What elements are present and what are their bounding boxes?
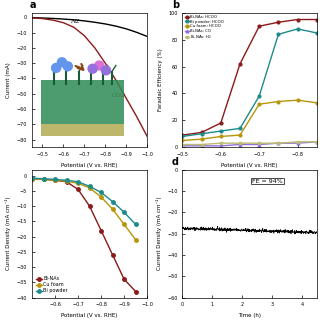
X-axis label: Potential (V vs. RHE): Potential (V vs. RHE) bbox=[221, 163, 278, 168]
Line: Bi-NAs: H$_2$: Bi-NAs: H$_2$ bbox=[181, 140, 318, 146]
X-axis label: Time (h): Time (h) bbox=[238, 313, 261, 318]
Bi powder bbox=[111, 200, 115, 204]
Bi-NAs: CO: (-0.65, 2): CO: (-0.65, 2) bbox=[238, 143, 242, 147]
Bi powder bbox=[42, 177, 45, 181]
Bi-NAs bbox=[111, 253, 115, 257]
Bi-NAs: HCOO: (-0.55, 11): HCOO: (-0.55, 11) bbox=[200, 131, 204, 134]
Bi powder: HCOO: (-0.7, 38): HCOO: (-0.7, 38) bbox=[257, 94, 261, 98]
Cu foam bbox=[65, 179, 68, 183]
Bi-NAs: H$_2$: (-0.85, 4): H$_2$: (-0.85, 4) bbox=[315, 140, 319, 144]
Line: Cu foam: HCOO: Cu foam: HCOO bbox=[181, 99, 318, 142]
Bi powder: HCOO: (-0.6, 12): HCOO: (-0.6, 12) bbox=[219, 129, 223, 133]
Bi-NAs: H$_2$: (-0.8, 4): H$_2$: (-0.8, 4) bbox=[296, 140, 300, 144]
Bi-NAs bbox=[134, 290, 138, 293]
Bi-NAs bbox=[76, 188, 80, 191]
Y-axis label: Faradaic Efficiency (%): Faradaic Efficiency (%) bbox=[158, 49, 163, 111]
Bi-NAs: HCOO: (-0.65, 62): HCOO: (-0.65, 62) bbox=[238, 62, 242, 66]
Text: d: d bbox=[172, 157, 179, 167]
Bi powder: HCOO: (-0.75, 84): HCOO: (-0.75, 84) bbox=[276, 32, 280, 36]
Bi-NAs: CO: (-0.75, 3): CO: (-0.75, 3) bbox=[276, 141, 280, 145]
Bi powder bbox=[53, 177, 57, 181]
Bi-NAs: HCOO: (-0.8, 95): HCOO: (-0.8, 95) bbox=[296, 18, 300, 21]
Cu foam: HCOO: (-0.5, 5): HCOO: (-0.5, 5) bbox=[180, 139, 184, 142]
Legend: Bi-NAs, Cu foam, Bi powder: Bi-NAs, Cu foam, Bi powder bbox=[35, 274, 70, 295]
Text: N2: N2 bbox=[70, 20, 79, 25]
X-axis label: Potential (V vs. RHE): Potential (V vs. RHE) bbox=[61, 313, 118, 318]
Text: CO2: CO2 bbox=[112, 93, 125, 98]
Line: Bi powder: HCOO: Bi powder: HCOO bbox=[181, 28, 318, 138]
Cu foam bbox=[122, 222, 126, 226]
Bi powder bbox=[134, 222, 138, 226]
Bi-NAs bbox=[88, 204, 92, 208]
Bi powder: HCOO: (-0.65, 14): HCOO: (-0.65, 14) bbox=[238, 126, 242, 130]
Cu foam: HCOO: (-0.8, 35): HCOO: (-0.8, 35) bbox=[296, 98, 300, 102]
Bi powder bbox=[88, 184, 92, 188]
Bi-NAs: HCOO: (-0.5, 9): HCOO: (-0.5, 9) bbox=[180, 133, 184, 137]
Line: Bi powder: Bi powder bbox=[30, 176, 137, 226]
Bi-NAs bbox=[42, 177, 45, 181]
Bi powder: HCOO: (-0.85, 85): HCOO: (-0.85, 85) bbox=[315, 31, 319, 35]
Bi-NAs: HCOO: (-0.7, 90): HCOO: (-0.7, 90) bbox=[257, 24, 261, 28]
Cu foam: HCOO: (-0.75, 34): HCOO: (-0.75, 34) bbox=[276, 100, 280, 103]
Cu foam: HCOO: (-0.65, 9): HCOO: (-0.65, 9) bbox=[238, 133, 242, 137]
Bi powder: HCOO: (-0.55, 10): HCOO: (-0.55, 10) bbox=[200, 132, 204, 136]
Cu foam: HCOO: (-0.6, 8): HCOO: (-0.6, 8) bbox=[219, 134, 223, 138]
Bi-NAs: HCOO: (-0.6, 18): HCOO: (-0.6, 18) bbox=[219, 121, 223, 125]
Bi-NAs bbox=[53, 178, 57, 182]
Bi-NAs: CO: (-0.5, 1): CO: (-0.5, 1) bbox=[180, 144, 184, 148]
Line: Bi-NAs: HCOO: Bi-NAs: HCOO bbox=[181, 18, 318, 137]
Bi powder bbox=[65, 178, 68, 182]
Cu foam bbox=[88, 186, 92, 190]
Bi-NAs bbox=[30, 177, 34, 181]
Text: FE = 94%: FE = 94% bbox=[252, 179, 283, 184]
Cu foam bbox=[76, 181, 80, 185]
Bi-NAs: H$_2$: (-0.6, 3): H$_2$: (-0.6, 3) bbox=[219, 141, 223, 145]
Bi-NAs: CO: (-0.7, 2): CO: (-0.7, 2) bbox=[257, 143, 261, 147]
Line: Bi-NAs: Bi-NAs bbox=[30, 177, 137, 293]
Bi-NAs bbox=[65, 180, 68, 184]
Bi powder bbox=[30, 176, 34, 180]
Bi-NAs: HCOO: (-0.85, 95): HCOO: (-0.85, 95) bbox=[315, 18, 319, 21]
Cu foam: HCOO: (-0.85, 33): HCOO: (-0.85, 33) bbox=[315, 101, 319, 105]
Bi-NAs bbox=[99, 228, 103, 232]
Line: Bi-NAs: CO: Bi-NAs: CO bbox=[181, 140, 318, 147]
Bi-NAs: CO: (-0.8, 3): CO: (-0.8, 3) bbox=[296, 141, 300, 145]
Bi-NAs: H$_2$: (-0.65, 3): H$_2$: (-0.65, 3) bbox=[238, 141, 242, 145]
Bi-NAs: HCOO: (-0.75, 93): HCOO: (-0.75, 93) bbox=[276, 20, 280, 24]
Bi-NAs: H$_2$: (-0.5, 2): H$_2$: (-0.5, 2) bbox=[180, 143, 184, 147]
Bi-NAs: CO: (-0.6, 1): CO: (-0.6, 1) bbox=[219, 144, 223, 148]
Bi powder: HCOO: (-0.5, 8): HCOO: (-0.5, 8) bbox=[180, 134, 184, 138]
Cu foam bbox=[99, 195, 103, 199]
Bi powder: HCOO: (-0.8, 88): HCOO: (-0.8, 88) bbox=[296, 27, 300, 31]
Text: a: a bbox=[30, 0, 36, 10]
Cu foam bbox=[53, 178, 57, 182]
Cu foam bbox=[42, 177, 45, 181]
Text: b: b bbox=[172, 0, 179, 10]
Cu foam: HCOO: (-0.55, 6): HCOO: (-0.55, 6) bbox=[200, 137, 204, 141]
Bi-NAs: H$_2$: (-0.7, 3): H$_2$: (-0.7, 3) bbox=[257, 141, 261, 145]
Y-axis label: Current (mA): Current (mA) bbox=[6, 62, 11, 98]
Bi powder bbox=[122, 210, 126, 214]
Line: Cu foam: Cu foam bbox=[30, 177, 137, 241]
Bi powder bbox=[76, 180, 80, 184]
Bi-NAs: CO: (-0.55, 1): CO: (-0.55, 1) bbox=[200, 144, 204, 148]
Y-axis label: Current Density (mA cm⁻²): Current Density (mA cm⁻²) bbox=[5, 197, 11, 270]
Cu foam bbox=[134, 238, 138, 242]
Bi-NAs bbox=[122, 277, 126, 281]
Legend: Bi-NAs: HCOO, Bi powder: HCOO, Cu foam: HCOO, Bi-NAs: CO, Bi-NAs: H$_2$: Bi-NAs: HCOO, Bi powder: HCOO, Cu foam: … bbox=[184, 15, 224, 42]
Bi-NAs: H$_2$: (-0.75, 3): H$_2$: (-0.75, 3) bbox=[276, 141, 280, 145]
Cu foam bbox=[111, 207, 115, 211]
Cu foam bbox=[30, 177, 34, 181]
Bi-NAs: CO: (-0.85, 4): CO: (-0.85, 4) bbox=[315, 140, 319, 144]
Bi powder bbox=[99, 190, 103, 194]
Cu foam: HCOO: (-0.7, 32): HCOO: (-0.7, 32) bbox=[257, 102, 261, 106]
Y-axis label: Current Density (mA cm⁻²): Current Density (mA cm⁻²) bbox=[156, 197, 162, 270]
X-axis label: Potential (V vs. RHE): Potential (V vs. RHE) bbox=[61, 163, 118, 168]
Bi-NAs: H$_2$: (-0.55, 2): H$_2$: (-0.55, 2) bbox=[200, 143, 204, 147]
